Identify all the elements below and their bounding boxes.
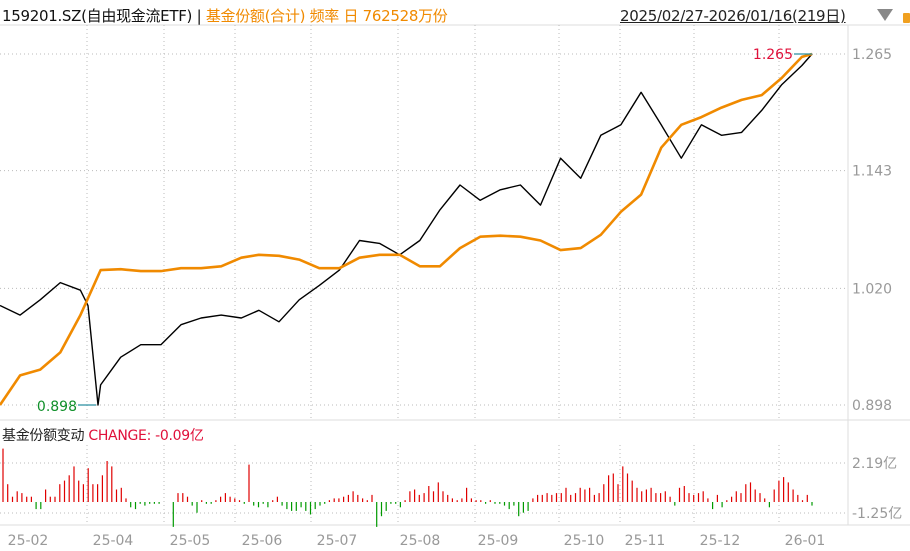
triangle-down-icon[interactable] (877, 9, 893, 21)
price-line (0, 53, 813, 406)
max-value-label: 1.265 (753, 47, 793, 63)
symbol-title: 159201.SZ(自由现金流ETF) (2, 7, 193, 25)
header-separator: | (196, 7, 202, 25)
indicator-label: 基金份额(合计) 频率 日 762528万份 (205, 7, 448, 25)
x-tick-label: 25-06 (242, 533, 283, 549)
x-tick-label: 25-07 (317, 533, 358, 549)
x-tick-label: 25-11 (625, 533, 666, 549)
y-tick-label: 0.898 (852, 398, 892, 414)
min-value-label: 0.898 (37, 399, 77, 415)
x-tick-label: 25-05 (170, 533, 211, 549)
shares-line (0, 52, 813, 406)
y-tick-label: 2.19亿 (852, 456, 897, 472)
x-tick-label: 25-10 (564, 533, 605, 549)
sub-panel-title: 基金份额变动 (2, 428, 85, 444)
y-tick-label: 1.143 (852, 164, 892, 180)
y-tick-label: 1.265 (852, 47, 892, 63)
lock-icon[interactable] (903, 13, 910, 23)
y-tick-label: -1.25亿 (852, 506, 902, 522)
y-tick-label: 1.020 (852, 281, 892, 297)
x-tick-label: 25-04 (93, 533, 134, 549)
x-tick-label: 25-02 (8, 533, 49, 549)
date-range-selector[interactable]: 2025/02/27-2026/01/16(219日) (620, 7, 846, 25)
x-tick-label: 25-12 (700, 533, 741, 549)
sub-panel-header: 基金份额变动 CHANGE: -0.09亿 (2, 425, 204, 445)
x-tick-label: 26-01 (785, 533, 826, 549)
x-tick-label: 25-08 (400, 533, 441, 549)
change-value: CHANGE: -0.09亿 (88, 428, 204, 444)
x-tick-label: 25-09 (478, 533, 519, 549)
chart-header: 159201.SZ(自由现金流ETF) | 基金份额(合计) 频率 日 7625… (2, 5, 448, 26)
